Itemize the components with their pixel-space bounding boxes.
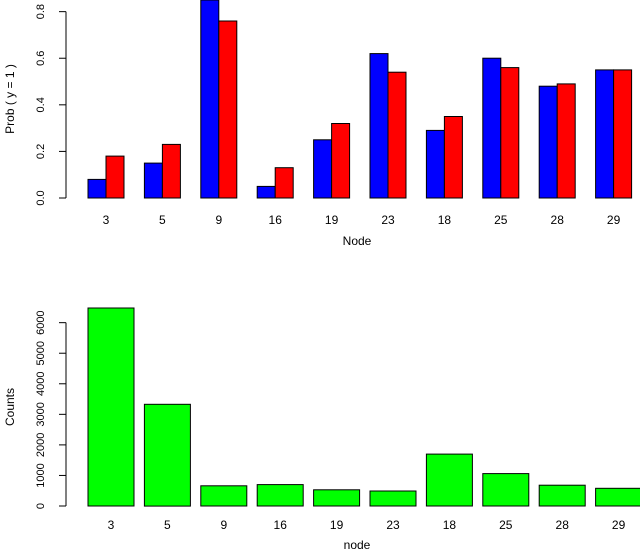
- bar: [425, 453, 473, 507]
- x-tick-label: 23: [381, 213, 395, 227]
- bar: [595, 69, 615, 199]
- bar: [482, 57, 502, 199]
- y-tick-label: 2000: [35, 433, 47, 457]
- y-tick-label: 0.6: [35, 51, 47, 66]
- bar: [143, 162, 163, 199]
- y-tick-label: 0.4: [35, 97, 47, 112]
- bar: [556, 83, 576, 199]
- bar: [369, 490, 417, 507]
- y-tick-label: 0.8: [35, 4, 47, 19]
- bar: [331, 123, 351, 199]
- bar: [595, 487, 640, 507]
- x-tick-label: 29: [607, 213, 621, 227]
- bar: [105, 155, 125, 199]
- x-tick-label: 16: [274, 518, 288, 532]
- bar: [313, 139, 333, 199]
- bar: [313, 489, 361, 507]
- y-tick-label: 1000: [35, 463, 47, 487]
- x-tick-label: 5: [159, 213, 166, 227]
- bar: [538, 85, 558, 199]
- x-tick-label: 16: [269, 213, 283, 227]
- x-axis-label: Node: [343, 234, 372, 248]
- bar: [613, 69, 633, 199]
- x-tick-label: 19: [330, 518, 344, 532]
- bar: [161, 143, 181, 199]
- bar: [425, 129, 445, 199]
- bar: [200, 485, 248, 507]
- x-tick-label: 18: [438, 213, 452, 227]
- bar: [387, 71, 407, 199]
- x-tick-label: 18: [443, 518, 457, 532]
- bar: [218, 20, 238, 199]
- y-axis-label: Prob ( y = 1 ): [3, 64, 17, 134]
- counts-bar-chart: 3 5 9 16 19 23 18 25 28 29 0 1000 2000 3000 4000 5000 60…: [3, 307, 640, 552]
- x-tick-label: 5: [164, 518, 171, 532]
- y-tick-label: 5000: [35, 341, 47, 365]
- x-tick-label: 19: [325, 213, 339, 227]
- x-tick-label: 3: [103, 213, 110, 227]
- probability-bar-chart: 3 5 9 16 19 23 18 25 28 29 0.0 0.2 0.4 0.6 0.8 Node Prob…: [3, 0, 633, 248]
- y-tick-label: 4000: [35, 372, 47, 396]
- y-tick-label: 3000: [35, 402, 47, 426]
- bar: [87, 178, 107, 199]
- bar: [274, 167, 294, 199]
- y-tick-label: 6000: [35, 310, 47, 334]
- bar: [143, 403, 191, 507]
- x-tick-label: 9: [215, 213, 222, 227]
- bar: [200, 0, 220, 199]
- bar: [256, 484, 304, 507]
- bar: [87, 307, 135, 507]
- x-tick-label: 28: [556, 518, 570, 532]
- x-tick-label: 29: [612, 518, 626, 532]
- x-tick-label: 9: [220, 518, 227, 532]
- bar: [369, 53, 389, 199]
- y-tick-label: 0: [35, 503, 47, 509]
- x-tick-label: 25: [494, 213, 508, 227]
- y-tick-label: 0.2: [35, 144, 47, 159]
- bar: [482, 473, 530, 507]
- x-tick-label: 23: [386, 518, 400, 532]
- bar: [443, 116, 463, 199]
- x-tick-label: 28: [551, 213, 565, 227]
- x-tick-label: 3: [108, 518, 115, 532]
- bar: [538, 484, 586, 507]
- y-axis-label: Counts: [3, 388, 17, 426]
- x-axis-label: node: [344, 538, 371, 552]
- y-tick-label: 0.0: [35, 190, 47, 205]
- bar: [256, 185, 276, 199]
- x-tick-label: 25: [499, 518, 513, 532]
- bar: [500, 67, 520, 199]
